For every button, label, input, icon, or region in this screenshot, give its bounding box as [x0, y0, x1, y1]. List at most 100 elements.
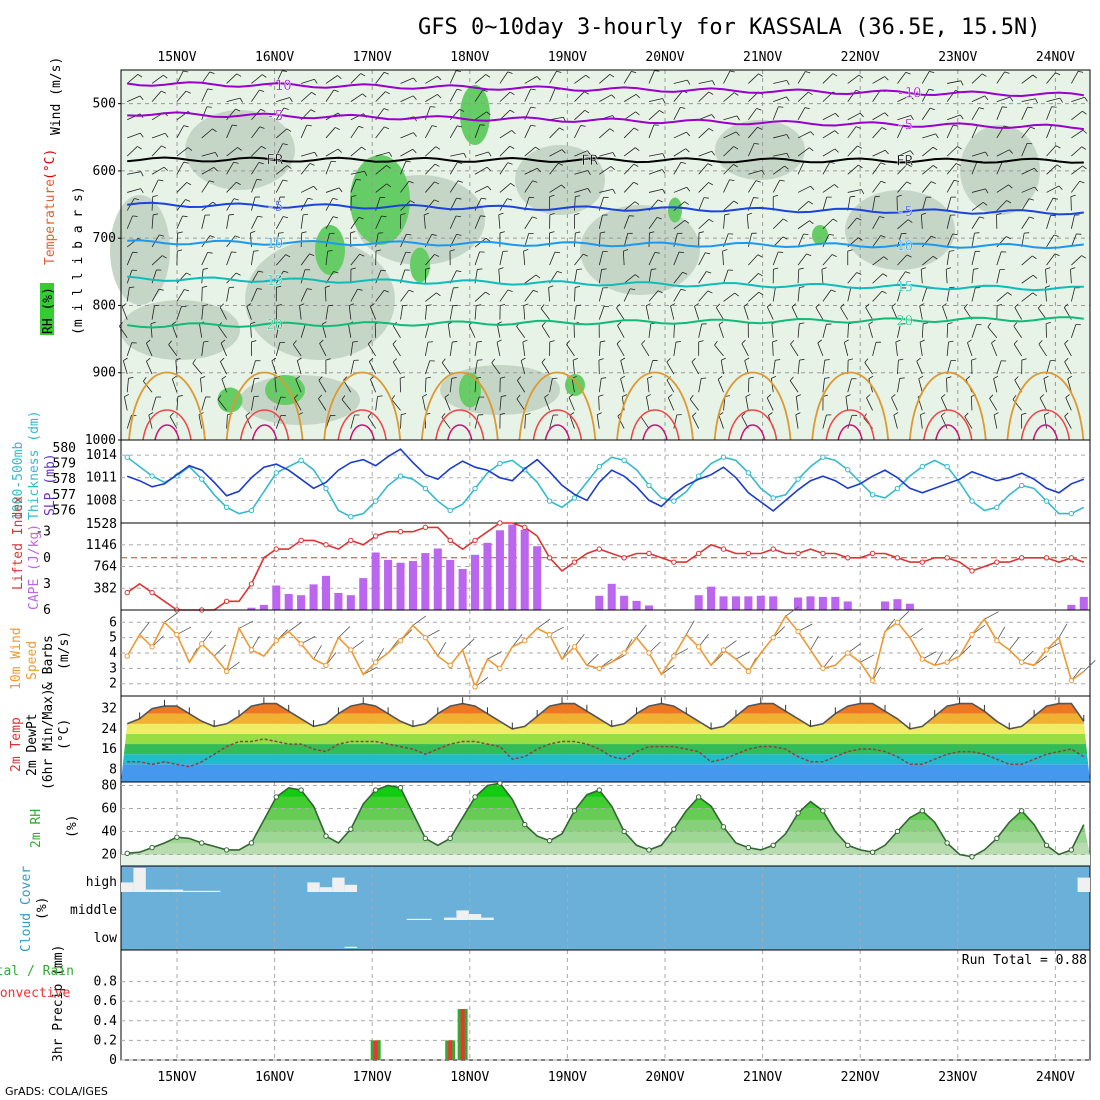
- wind-barb-flag: [630, 288, 636, 291]
- wind-barb-flag: [844, 339, 849, 343]
- wind-barb-flag: [829, 161, 835, 164]
- wind-barb-flag: [434, 181, 440, 185]
- wind-barb-flag: [1082, 165, 1087, 170]
- wind-barb-flag: [343, 376, 348, 381]
- wind-barb-flag: [509, 91, 515, 96]
- wind-barb: [648, 124, 655, 139]
- wind-barb-flag: [434, 254, 440, 257]
- wind-barb: [698, 271, 707, 284]
- wind-barb-flag: [457, 161, 463, 164]
- wind-barb: [1070, 269, 1072, 284]
- wind-barb-flag: [383, 108, 389, 111]
- wind-barb-flag: [906, 163, 912, 167]
- wind-barb: [176, 90, 187, 102]
- wind-barb: [251, 89, 260, 102]
- wind-barb-flag: [858, 164, 863, 169]
- surface-isotherm: [239, 409, 290, 441]
- wind-barb-flag: [758, 273, 763, 277]
- rh2m-point: [546, 837, 553, 844]
- wind-barb-flag: [558, 162, 564, 166]
- wind-barb-flag: [993, 375, 999, 379]
- wind-barb: [1021, 216, 1030, 229]
- wind10m-barb: [735, 651, 751, 660]
- cloud-bar: [207, 890, 221, 892]
- wind-barb: [198, 414, 203, 429]
- wind-barb-flag: [1064, 339, 1069, 344]
- wind-barb-flag: [686, 131, 691, 137]
- wind-barb-flag: [537, 167, 541, 173]
- wind-barb-flag: [817, 339, 823, 344]
- wind-barb: [748, 108, 757, 121]
- wind-barb: [623, 127, 635, 139]
- wind-barb-flag: [1028, 198, 1034, 201]
- rh2m-point: [869, 849, 876, 855]
- wind-barb-flag: [587, 188, 591, 193]
- wind-barb: [524, 146, 536, 157]
- wind-barb-flag: [1043, 375, 1049, 379]
- wind-barb: [524, 290, 534, 302]
- wind-barb: [126, 415, 132, 429]
- isotherm-line: [127, 111, 1084, 131]
- wind-barb-flag: [698, 340, 704, 343]
- wind-barb-flag: [675, 341, 682, 343]
- bottom-date-label: 20NOV: [645, 1070, 684, 1085]
- wind-barb: [1021, 126, 1031, 139]
- wind-barb: [971, 107, 980, 120]
- isotherm-line: [127, 275, 1084, 292]
- wind-barb-flag: [358, 125, 364, 129]
- cape-bar: [694, 595, 703, 610]
- wind-barb: [301, 151, 315, 157]
- cape-bar: [520, 529, 529, 610]
- wind-barb: [325, 148, 339, 157]
- wind10m-point: [596, 665, 602, 672]
- wind10m-point: [646, 650, 652, 656]
- wind10m-point: [845, 650, 851, 656]
- wind-barb-flag: [580, 125, 586, 127]
- wind-barb: [370, 379, 377, 393]
- wind-barb-flag: [235, 272, 241, 276]
- wind-barb: [151, 288, 160, 302]
- wind-barb: [1065, 397, 1072, 411]
- millibars-ylabel: (m i l l i b a r s): [71, 186, 86, 335]
- wind-barb-flag: [985, 188, 989, 194]
- wind-barb-flag: [808, 91, 813, 96]
- wind-barb-flag: [192, 358, 196, 364]
- wind-barb-flag: [282, 179, 288, 182]
- wind-barb: [171, 378, 178, 393]
- wind-barb-flag: [858, 74, 864, 79]
- wind-barb-flag: [333, 89, 339, 93]
- rh2m-point: [795, 810, 801, 816]
- wind-barb-flag: [707, 290, 713, 294]
- wind10m-barb: [859, 654, 875, 663]
- wind-barb: [474, 185, 488, 193]
- isotherm-line: [127, 81, 1084, 98]
- wind-barb: [126, 74, 139, 84]
- wind-barb: [967, 342, 973, 357]
- wind-barb-flag: [501, 395, 507, 397]
- rh2m-point: [820, 808, 826, 814]
- wind-barb: [1046, 97, 1061, 103]
- wind-barb: [499, 198, 508, 211]
- wind-barb: [169, 416, 178, 429]
- wind-barb: [946, 233, 953, 248]
- wind-barb-flag: [350, 231, 356, 234]
- wind-barb: [318, 398, 327, 411]
- wind-barb-flag: [544, 394, 549, 398]
- wind-barb: [499, 109, 511, 121]
- wind-barb: [474, 360, 478, 375]
- rh-high-patch: [410, 247, 430, 283]
- wind-barb-flag: [556, 70, 562, 73]
- wind-barb: [425, 163, 436, 175]
- wind-barb: [325, 251, 329, 266]
- cape-bar: [446, 559, 455, 610]
- rh2m-ylabel-1: 2m RH: [29, 809, 44, 848]
- wind-barb: [226, 73, 238, 84]
- wind-barb-flag: [881, 290, 887, 294]
- wind-barb: [1013, 325, 1023, 338]
- wind-barb: [343, 380, 352, 393]
- wind-barb-flag: [791, 303, 797, 308]
- thickness-point: [994, 504, 1000, 511]
- wind-barb: [673, 162, 682, 175]
- wind-barb: [1071, 129, 1084, 139]
- wind-barb-flag: [656, 216, 662, 220]
